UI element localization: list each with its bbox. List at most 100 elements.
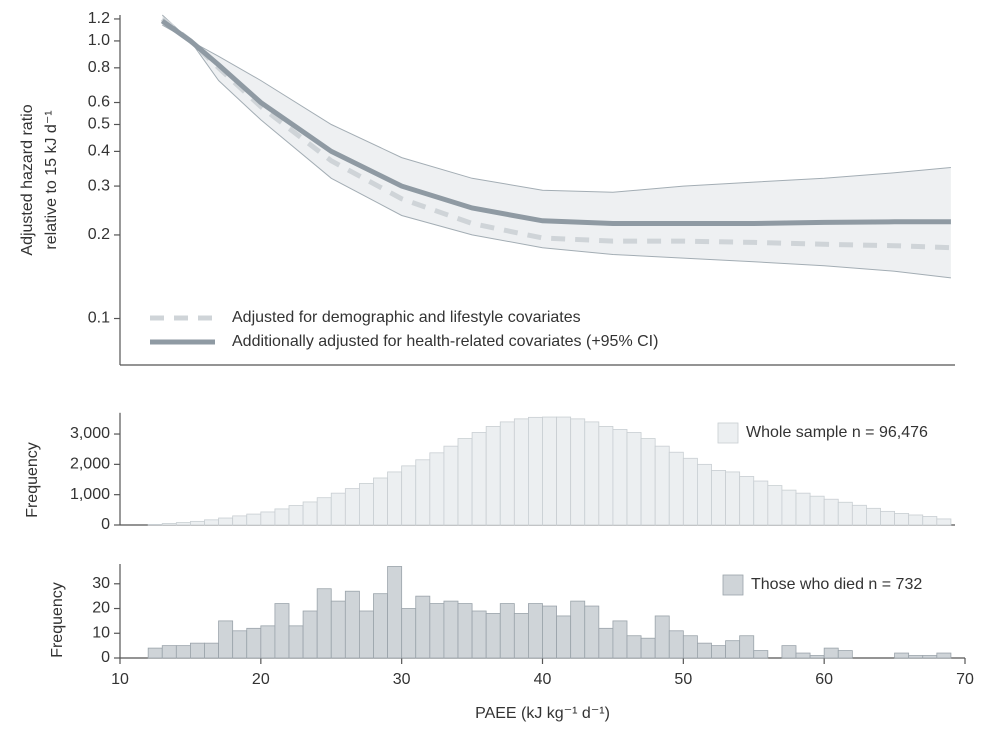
bar xyxy=(880,510,895,526)
bar xyxy=(513,613,529,659)
bar xyxy=(851,504,867,526)
bar xyxy=(697,463,712,526)
bar xyxy=(711,470,726,526)
bar xyxy=(288,505,304,526)
bar xyxy=(682,457,698,526)
bar xyxy=(823,498,839,526)
y-tick-label: 10 xyxy=(92,624,110,641)
y-tick-label: 0 xyxy=(101,649,110,666)
bar xyxy=(894,513,910,526)
bar xyxy=(429,452,445,526)
bar xyxy=(682,635,698,659)
bar xyxy=(147,647,163,659)
y-tick-label: 30 xyxy=(92,575,110,592)
y-tick-label: 3,000 xyxy=(70,425,110,442)
bar xyxy=(725,471,741,526)
bar xyxy=(612,429,628,526)
bar xyxy=(640,438,656,526)
bar xyxy=(739,635,755,659)
y-axis-label: relative to 15 kJ d⁻¹ xyxy=(43,110,60,249)
bar xyxy=(246,627,262,659)
bar xyxy=(232,630,248,659)
bar xyxy=(288,625,304,659)
bar xyxy=(936,652,952,659)
bar xyxy=(373,477,388,526)
bar xyxy=(485,426,501,526)
bar xyxy=(654,445,670,526)
bar xyxy=(260,511,276,526)
bar xyxy=(823,647,839,659)
bar xyxy=(936,518,952,526)
bar xyxy=(612,620,628,659)
bar xyxy=(218,517,234,526)
bar xyxy=(570,600,586,659)
bar xyxy=(344,590,360,659)
bar xyxy=(359,483,374,526)
bar xyxy=(471,610,487,659)
bar xyxy=(781,489,797,526)
bar xyxy=(260,625,276,659)
y-tick-label: 2,000 xyxy=(70,456,110,473)
bar xyxy=(668,451,684,526)
bar xyxy=(204,519,219,526)
bar xyxy=(401,465,417,526)
ci-bound xyxy=(161,14,951,193)
bar xyxy=(626,432,642,526)
x-axis-label: PAEE (kJ kg⁻¹ d⁻¹) xyxy=(475,705,610,722)
bar xyxy=(204,642,219,659)
y-tick-label: 1.2 xyxy=(88,10,110,27)
y-tick-label: 1.0 xyxy=(88,32,110,49)
bar xyxy=(795,492,811,526)
bar xyxy=(711,645,726,659)
bar xyxy=(457,438,473,526)
bar xyxy=(316,497,332,526)
bar xyxy=(175,522,191,526)
y-tick-label: 0.8 xyxy=(88,59,110,76)
bar xyxy=(274,603,290,659)
y-tick-label: 0 xyxy=(101,516,110,533)
bar xyxy=(837,501,853,526)
legend-label: Adjusted for demographic and lifestyle c… xyxy=(232,309,581,326)
bar xyxy=(781,645,797,659)
ci-band xyxy=(162,15,951,278)
bar xyxy=(668,630,684,659)
y-tick-label: 20 xyxy=(92,600,110,617)
line xyxy=(160,18,951,226)
bar xyxy=(598,627,614,659)
bar xyxy=(753,480,769,526)
bar xyxy=(246,513,262,526)
bar xyxy=(542,605,557,659)
y-tick-label: 0.5 xyxy=(88,116,110,133)
bar xyxy=(330,600,346,659)
bar xyxy=(471,432,487,526)
bar xyxy=(443,600,459,659)
bar xyxy=(429,603,445,659)
bar xyxy=(218,620,234,659)
bar xyxy=(457,603,473,659)
legend-swatch xyxy=(722,574,744,596)
bar xyxy=(302,610,318,659)
bar xyxy=(344,488,360,526)
legend-swatch xyxy=(717,422,739,444)
bar xyxy=(147,523,163,526)
bar xyxy=(485,613,501,659)
bar xyxy=(274,508,290,526)
bar xyxy=(598,426,614,526)
bar xyxy=(528,416,543,526)
bar xyxy=(513,418,529,526)
bar xyxy=(415,459,431,526)
bar xyxy=(866,507,881,526)
bar xyxy=(584,605,600,659)
bar xyxy=(809,495,825,526)
bar xyxy=(499,421,515,526)
bar xyxy=(373,593,388,659)
y-tick-label: 0.1 xyxy=(88,310,110,327)
bar xyxy=(387,471,403,526)
bar xyxy=(499,603,515,659)
bar xyxy=(640,637,656,659)
legend-label: Additionally adjusted for health-related… xyxy=(232,333,658,350)
y-tick-label: 0.2 xyxy=(88,226,110,243)
bar xyxy=(161,645,177,659)
y-tick-label: 0.6 xyxy=(88,94,110,111)
y-tick-label: 0.4 xyxy=(88,143,110,160)
